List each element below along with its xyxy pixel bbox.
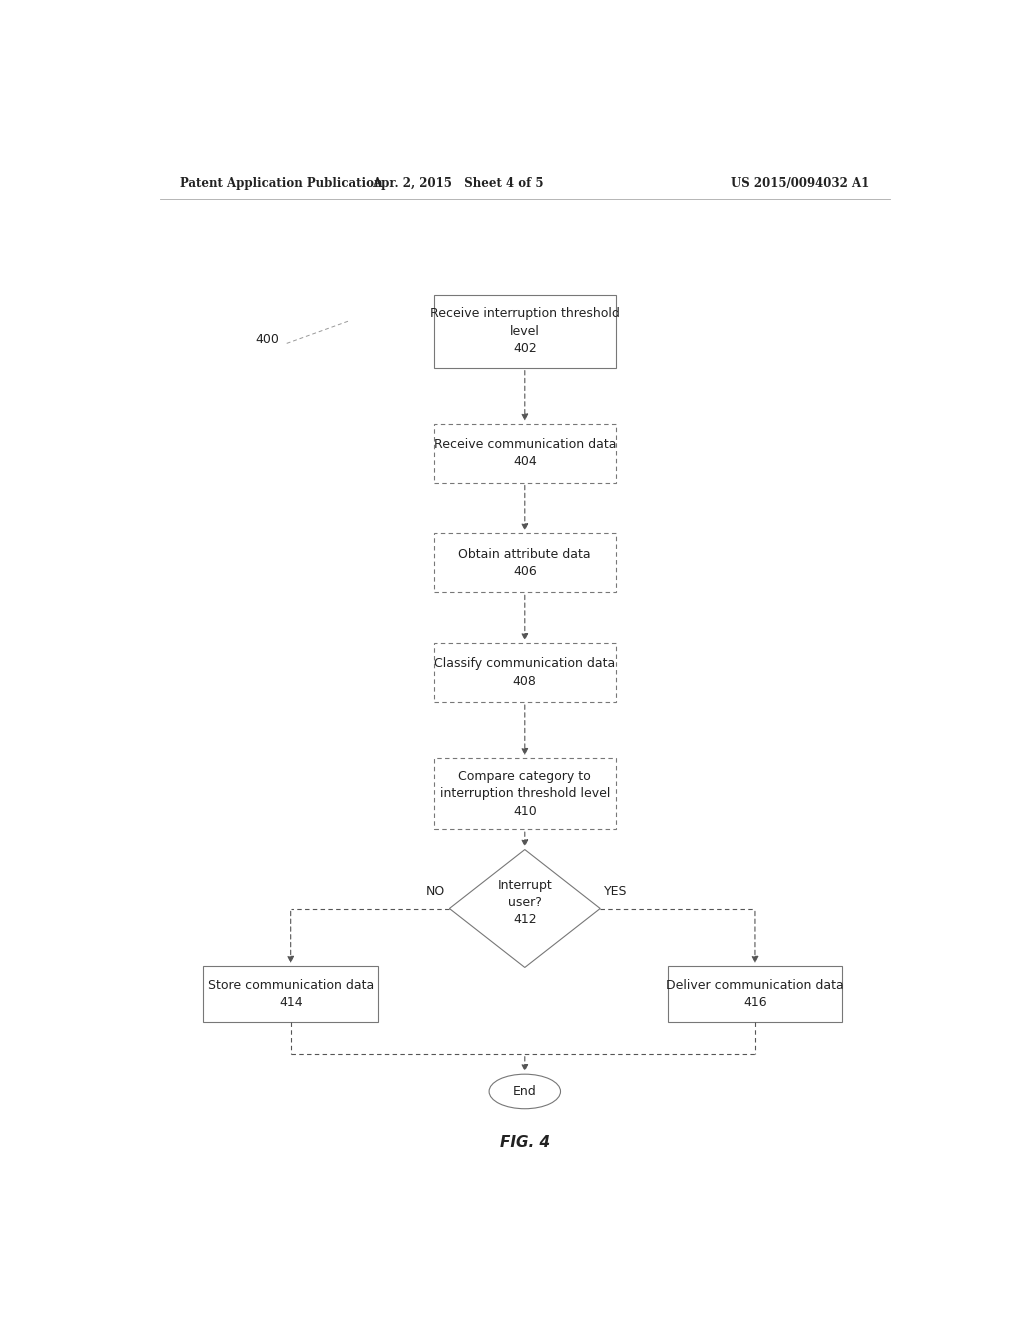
Text: 400: 400 bbox=[255, 333, 279, 346]
Bar bbox=[433, 294, 616, 368]
Text: Deliver communication data
416: Deliver communication data 416 bbox=[666, 978, 844, 1008]
Text: FIG. 4: FIG. 4 bbox=[500, 1135, 550, 1150]
Text: End: End bbox=[513, 1085, 537, 1098]
Text: Apr. 2, 2015   Sheet 4 of 5: Apr. 2, 2015 Sheet 4 of 5 bbox=[372, 177, 543, 190]
Bar bbox=[433, 533, 616, 593]
Bar bbox=[433, 758, 616, 829]
Bar bbox=[668, 966, 842, 1022]
Text: Obtain attribute data
406: Obtain attribute data 406 bbox=[459, 548, 591, 578]
Text: US 2015/0094032 A1: US 2015/0094032 A1 bbox=[731, 177, 869, 190]
Text: Receive communication data
404: Receive communication data 404 bbox=[433, 438, 616, 469]
Polygon shape bbox=[450, 850, 600, 968]
Text: Patent Application Publication: Patent Application Publication bbox=[179, 177, 382, 190]
Text: Interrupt
user?
412: Interrupt user? 412 bbox=[498, 879, 552, 925]
Text: Compare category to
interruption threshold level
410: Compare category to interruption thresho… bbox=[439, 770, 610, 817]
Bar bbox=[204, 966, 378, 1022]
Ellipse shape bbox=[489, 1074, 560, 1109]
Text: Receive interruption threshold
level
402: Receive interruption threshold level 402 bbox=[430, 308, 620, 355]
Text: NO: NO bbox=[426, 886, 445, 899]
Bar bbox=[433, 643, 616, 702]
Text: YES: YES bbox=[604, 886, 628, 899]
Text: Store communication data
414: Store communication data 414 bbox=[208, 978, 374, 1008]
Text: Classify communication data
408: Classify communication data 408 bbox=[434, 657, 615, 688]
Bar bbox=[433, 424, 616, 483]
